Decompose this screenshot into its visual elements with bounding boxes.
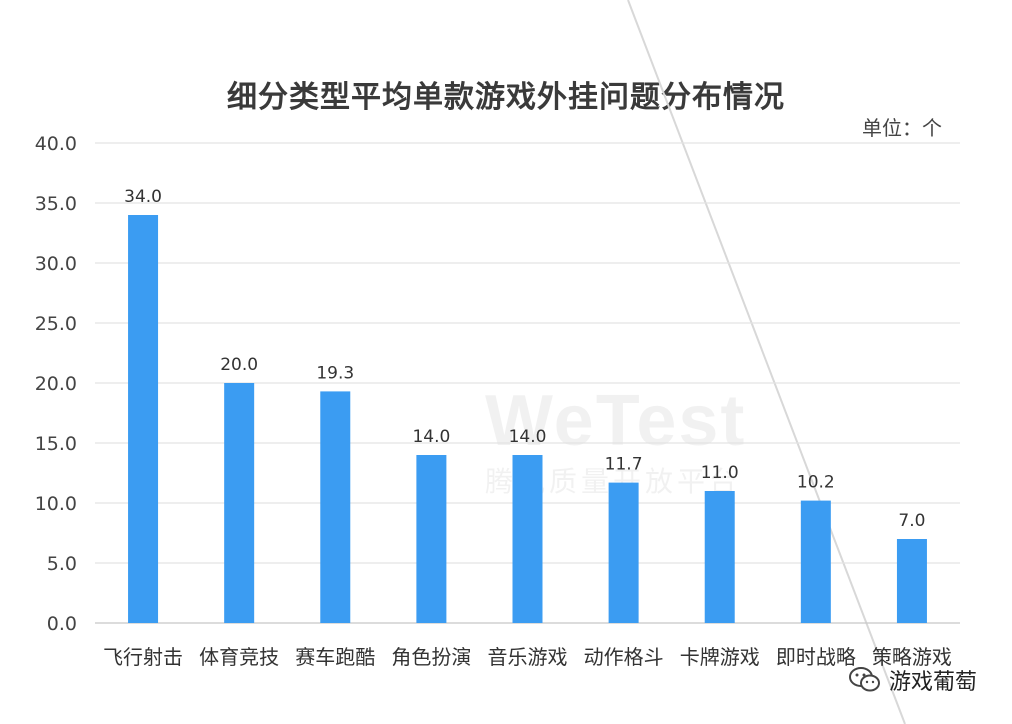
x-tick-label: 卡牌游戏	[680, 645, 760, 669]
y-tick-label: 35.0	[35, 193, 77, 215]
x-tick-label: 即时战略	[776, 645, 856, 669]
data-label: 10.2	[797, 473, 835, 493]
bar	[800, 500, 831, 623]
data-label: 34.0	[124, 187, 162, 207]
wechat-badge: 游戏葡萄	[848, 664, 977, 696]
bar	[224, 383, 255, 623]
bar	[320, 391, 351, 623]
y-tick-label: 10.0	[35, 493, 77, 515]
data-label: 14.0	[509, 427, 547, 447]
data-label: 19.3	[316, 363, 354, 383]
y-tick-label: 30.0	[35, 253, 77, 275]
x-tick-label: 音乐游戏	[488, 645, 568, 669]
bar	[608, 482, 639, 623]
y-tick-label: 25.0	[35, 313, 77, 335]
x-tick-label: 飞行射击	[103, 645, 183, 669]
decorative-diagonal-line	[627, 0, 906, 724]
y-tick-label: 15.0	[35, 433, 77, 455]
watermark-logo: WeTest	[485, 381, 747, 461]
bar	[704, 491, 735, 623]
bars: 34.0 20.0 19.3 14.0 14.0 11.7 11.0 10.2 7.0	[124, 187, 927, 623]
x-tick-label: 体育竞技	[199, 645, 279, 669]
data-label: 7.0	[898, 511, 925, 531]
wechat-icon	[848, 667, 880, 692]
y-axis: 0.0 5.0 10.0 15.0 20.0 25.0 30.0 35.0 40.0	[35, 133, 77, 635]
x-tick-label: 赛车跑酷	[295, 645, 375, 669]
data-label: 11.0	[701, 463, 739, 483]
y-tick-label: 20.0	[35, 373, 77, 395]
wechat-account-name: 游戏葡萄	[888, 670, 977, 695]
x-tick-label: 动作格斗	[584, 645, 664, 669]
unit-label: 单位：个	[862, 116, 942, 140]
x-tick-label: 角色扮演	[391, 645, 471, 669]
y-tick-label: 0.0	[47, 613, 77, 635]
data-label: 20.0	[220, 355, 258, 375]
bar	[512, 455, 543, 623]
x-tick-label: 策略游戏	[872, 645, 952, 669]
data-label: 14.0	[412, 427, 450, 447]
bar	[128, 215, 159, 623]
bar	[416, 455, 447, 623]
x-axis: 飞行射击 体育竞技 赛车跑酷 角色扮演 音乐游戏 动作格斗 卡牌游戏 即时战略 策略游戏	[103, 645, 952, 669]
y-tick-label: 5.0	[47, 553, 77, 575]
chart-title: 细分类型平均单款游戏外挂问题分布情况	[227, 80, 785, 115]
data-label: 11.7	[605, 455, 643, 475]
bar	[896, 539, 927, 623]
y-tick-label: 40.0	[35, 133, 77, 155]
